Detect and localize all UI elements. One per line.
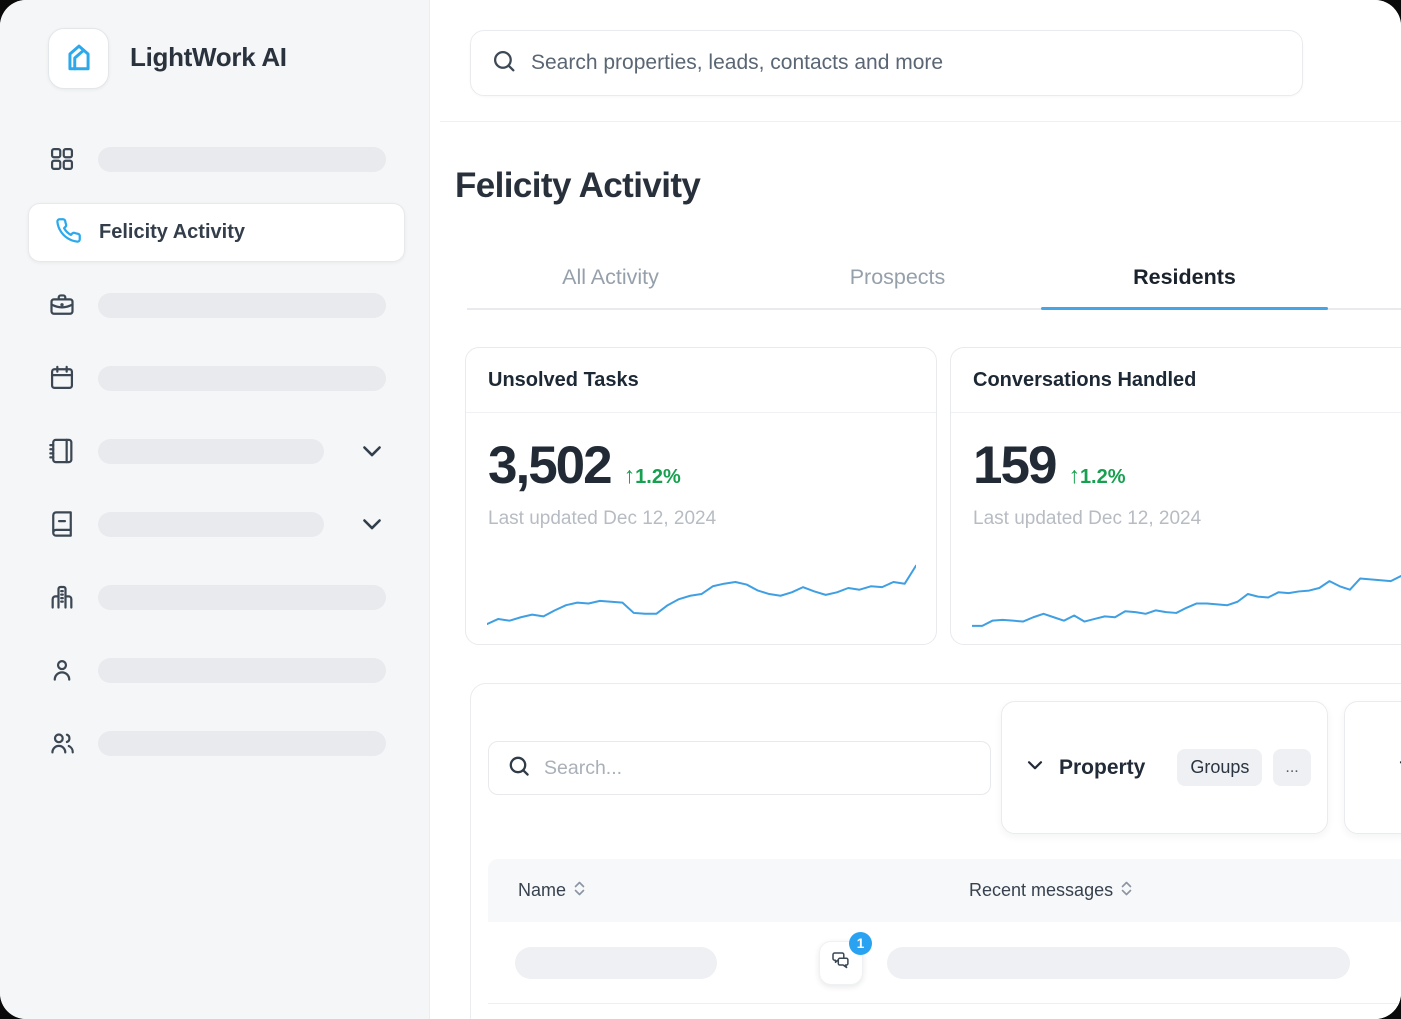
skeleton-label (98, 292, 386, 318)
table-row[interactable]: 1 (488, 922, 1401, 1004)
sidebar-item-notebook[interactable] (48, 437, 386, 465)
tab-residents[interactable]: Residents (1041, 250, 1328, 310)
phone-icon (55, 217, 82, 249)
unread-count-badge: 1 (849, 931, 872, 955)
skeleton-label (98, 146, 386, 172)
app-logo[interactable] (48, 28, 109, 89)
table-header-row: Name Recent messages (488, 859, 1401, 922)
sort-icon (573, 880, 586, 902)
sidebar-item-users[interactable] (48, 729, 386, 757)
chevron-down-icon[interactable] (358, 510, 386, 538)
header-divider (440, 121, 1401, 122)
chevron-down-icon[interactable] (1396, 754, 1401, 781)
stat-card-title: Conversations Handled (951, 348, 1401, 413)
sparkline-chart (972, 545, 1401, 631)
skeleton-label (98, 657, 386, 683)
search-icon (507, 754, 531, 783)
arrow-up-icon: ↑ (1068, 462, 1080, 488)
brand-name: LightWork AI (130, 42, 287, 72)
sort-icon (1120, 880, 1133, 902)
sidebar-item-user[interactable] (48, 656, 386, 684)
users-icon (48, 729, 76, 757)
chevron-down-icon[interactable] (1024, 754, 1046, 781)
skeleton-label (98, 438, 324, 464)
stat-updated: Last updated Dec 12, 2024 (973, 508, 1202, 529)
user-icon (48, 656, 76, 684)
chat-bubbles-icon (830, 949, 852, 976)
page-title: Felicity Activity (455, 166, 701, 205)
sidebar-item-briefcase[interactable] (48, 291, 386, 319)
skeleton-label (98, 730, 386, 756)
message-skeleton (887, 946, 1350, 979)
stat-card-title: Unsolved Tasks (466, 348, 936, 413)
stat-value: 3,502 (488, 436, 613, 495)
property-filter-label[interactable]: Property (1059, 755, 1146, 779)
stat-change: ↑1.2% (623, 462, 681, 488)
skeleton-label (98, 511, 324, 537)
stat-updated: Last updated Dec 12, 2024 (488, 508, 717, 529)
arrow-up-icon: ↑ (623, 462, 636, 488)
tab-all-activity[interactable]: All Activity (562, 265, 659, 289)
calendar-icon (48, 364, 76, 392)
tab-bar: All Activity Prospects Residents M (467, 250, 1401, 310)
messages-button[interactable]: 1 (819, 931, 872, 985)
sparkline-chart (487, 545, 916, 631)
column-header-recent-messages[interactable]: Recent messages (969, 880, 1133, 902)
sidebar-item-dashboard[interactable] (48, 145, 386, 173)
sidebar-item-label: Felicity Activity (99, 221, 245, 243)
sidebar-item-felicity-activity[interactable]: Felicity Activity (28, 203, 405, 262)
home-logo-icon (62, 39, 96, 78)
sidebar: LightWork AI Felicity Activity (0, 0, 430, 1019)
tab-prospects[interactable]: Prospects (849, 265, 946, 289)
column-header-name[interactable]: Name (518, 880, 586, 902)
chevron-down-icon[interactable] (358, 437, 386, 465)
stat-card-conversations-handled: Conversations Handled 159 ↑1.2% Last upd… (950, 347, 1401, 645)
residents-panel: Property Groups ... Name (470, 683, 1401, 1019)
book-icon (48, 510, 76, 538)
table-search-bar[interactable] (488, 741, 991, 795)
tab-clipped[interactable]: M (1328, 250, 1401, 308)
global-search-bar[interactable] (470, 30, 1303, 96)
name-skeleton (515, 946, 717, 979)
residents-table: Name Recent messages (488, 859, 1401, 1004)
property-filter-card: Property Groups ... (1001, 701, 1328, 834)
notebook-icon (48, 437, 76, 465)
groups-button[interactable]: Groups (1177, 749, 1263, 786)
search-icon (491, 48, 517, 79)
briefcase-icon (48, 291, 76, 319)
sidebar-item-calendar[interactable] (48, 364, 386, 392)
secondary-filter-card (1344, 701, 1401, 834)
sidebar-item-building[interactable] (48, 583, 386, 611)
stat-value: 159 (973, 436, 1057, 495)
building-icon (48, 583, 76, 611)
stat-change: ↑1.2% (1068, 462, 1126, 488)
grid-icon (48, 145, 76, 173)
global-search-input[interactable] (531, 51, 1282, 75)
skeleton-label (98, 365, 386, 391)
more-options-button[interactable]: ... (1273, 749, 1311, 786)
stat-card-unsolved-tasks: Unsolved Tasks 3,502 ↑1.2% Last updated … (465, 347, 937, 645)
sidebar-item-book[interactable] (48, 510, 386, 538)
main-content: Felicity Activity All Activity Prospects… (430, 0, 1401, 1019)
table-search-input[interactable] (544, 756, 972, 780)
skeleton-label (98, 584, 386, 610)
